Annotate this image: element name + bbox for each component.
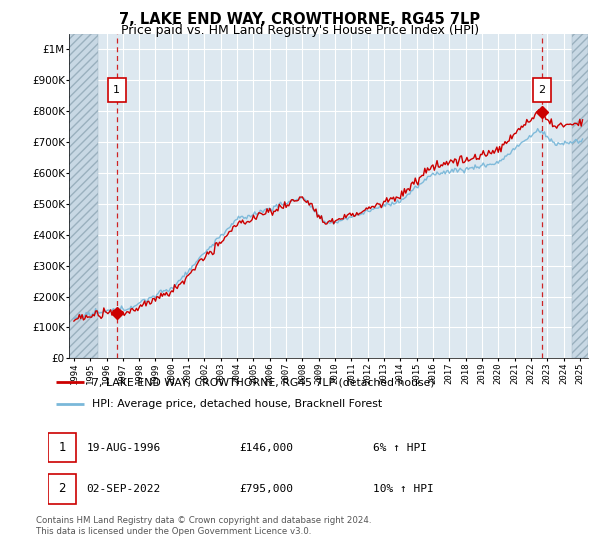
Text: 19-AUG-1996: 19-AUG-1996 [86,443,161,452]
FancyBboxPatch shape [533,78,551,102]
Text: 7, LAKE END WAY, CROWTHORNE, RG45 7LP: 7, LAKE END WAY, CROWTHORNE, RG45 7LP [119,12,481,27]
Text: 7, LAKE END WAY, CROWTHORNE, RG45 7LP (detached house): 7, LAKE END WAY, CROWTHORNE, RG45 7LP (d… [92,377,434,388]
Text: 1: 1 [113,85,121,95]
FancyBboxPatch shape [48,474,76,504]
Text: 02-SEP-2022: 02-SEP-2022 [86,484,161,494]
Text: HPI: Average price, detached house, Bracknell Forest: HPI: Average price, detached house, Brac… [92,399,382,409]
Text: 2: 2 [538,85,545,95]
Text: Contains HM Land Registry data © Crown copyright and database right 2024.
This d: Contains HM Land Registry data © Crown c… [36,516,371,536]
Text: 1: 1 [58,441,66,454]
Text: 2: 2 [58,483,66,496]
FancyBboxPatch shape [48,433,76,463]
Text: £795,000: £795,000 [239,484,293,494]
Text: £146,000: £146,000 [239,443,293,452]
Text: 6% ↑ HPI: 6% ↑ HPI [373,443,427,452]
Text: 10% ↑ HPI: 10% ↑ HPI [373,484,434,494]
Text: Price paid vs. HM Land Registry's House Price Index (HPI): Price paid vs. HM Land Registry's House … [121,24,479,37]
FancyBboxPatch shape [108,78,126,102]
